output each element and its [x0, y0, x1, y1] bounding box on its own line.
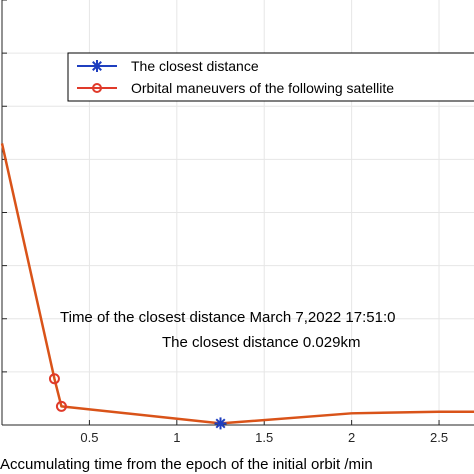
x-tick-label-3: 2	[348, 430, 355, 445]
closest-point-marker	[214, 417, 227, 430]
legend-asterisk-stroke-3	[92, 61, 102, 71]
x-tick-labels: 0.5 1 1.5 2 2.5	[80, 430, 448, 445]
x-tick-label-0: 0.5	[80, 430, 98, 445]
legend-asterisk	[91, 60, 103, 72]
legend: The closest distance Orbital maneuvers o…	[67, 52, 474, 102]
x-tick-label-2: 1.5	[255, 430, 273, 445]
annotation-distance: The closest distance 0.029km	[162, 334, 360, 351]
x-tick-label-1: 1	[173, 430, 180, 445]
legend-label-closest: The closest distance	[131, 58, 259, 74]
closest-point-marker-stroke-3	[215, 418, 226, 429]
maneuver-point-1	[55, 400, 67, 412]
x-tick-label-4: 2.5	[430, 430, 448, 445]
x-axis-label: Accumulating time from the epoch of the …	[0, 456, 373, 473]
markers-layer	[48, 373, 227, 430]
annotation-time: Time of the closest distance March 7,202…	[60, 309, 395, 326]
maneuver-point-0	[48, 373, 60, 385]
legend-marker-closest	[91, 60, 103, 72]
legend-marker-maneuver	[92, 83, 102, 93]
legend-box	[67, 52, 474, 102]
legend-label-maneuver: Orbital maneuvers of the following satel…	[131, 80, 394, 96]
